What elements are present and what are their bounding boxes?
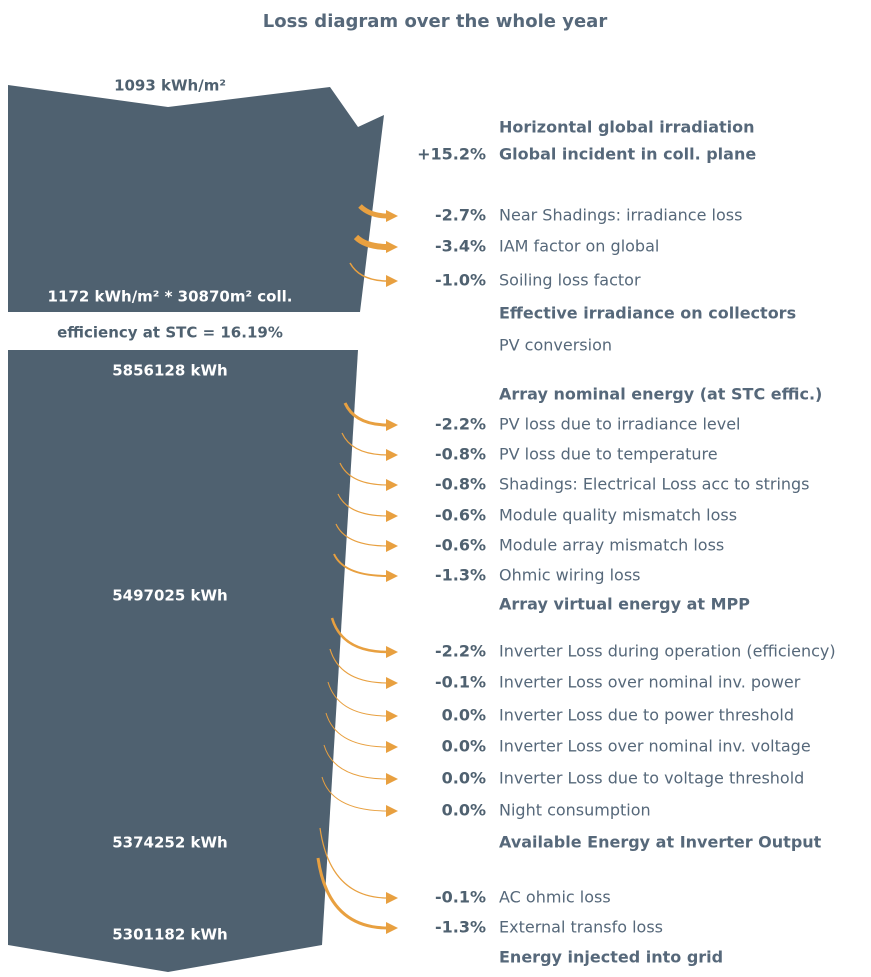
loss-percent: +15.2% xyxy=(417,145,486,164)
loss-arrow xyxy=(339,462,389,486)
flow-label: efficiency at STC = 16.19% xyxy=(57,324,283,342)
row-label: Available Energy at Inverter Output xyxy=(499,833,822,852)
row-label: Ohmic wiring loss xyxy=(499,566,641,585)
row-label: Array virtual energy at MPP xyxy=(499,595,750,614)
row-label: Effective irradiance on collectors xyxy=(499,304,796,323)
row-label: Inverter Loss over nominal inv. voltage xyxy=(499,737,811,756)
row-label: Module quality mismatch loss xyxy=(499,506,737,525)
arrow-head xyxy=(386,805,398,817)
row-label: Inverter Loss over nominal inv. power xyxy=(499,673,801,692)
arrow-head xyxy=(386,922,398,934)
row-label: Energy injected into grid xyxy=(499,948,723,967)
loss-percent: -0.6% xyxy=(435,536,486,555)
loss-arrow xyxy=(349,262,389,282)
arrow-head xyxy=(386,773,398,785)
row-label: PV loss due to irradiance level xyxy=(499,415,741,434)
row-label: Module array mismatch loss xyxy=(499,536,724,555)
loss-percent: -0.1% xyxy=(435,888,486,907)
row-label: External transfo loss xyxy=(499,918,663,937)
loss-arrow xyxy=(327,681,389,717)
flow-label: 5497025 kWh xyxy=(112,587,227,605)
arrow-head xyxy=(386,570,398,582)
loss-percent: -0.1% xyxy=(435,673,486,692)
loss-arrow xyxy=(329,648,389,684)
arrow-head xyxy=(386,449,398,461)
title: Loss diagram over the whole year xyxy=(263,11,608,32)
loss-percent: 0.0% xyxy=(442,737,486,756)
loss-percent: -0.6% xyxy=(435,506,486,525)
row-label: IAM factor on global xyxy=(499,237,659,256)
loss-arrow xyxy=(325,712,389,748)
arrow-head xyxy=(386,479,398,491)
row-label: Shadings: Electrical Loss acc to strings xyxy=(499,475,810,494)
row-label: Array nominal energy (at STC effic.) xyxy=(499,385,822,404)
arrow-head xyxy=(386,419,398,431)
loss-percent: -0.8% xyxy=(435,475,486,494)
loss-arrow xyxy=(335,523,389,547)
loss-arrow xyxy=(353,234,389,250)
loss-percent: -2.2% xyxy=(435,415,486,434)
row-label: Night consumption xyxy=(499,801,651,820)
loss-arrow xyxy=(337,493,389,517)
row-label: Global incident in coll. plane xyxy=(499,145,756,164)
row-label: Horizontal global irradiation xyxy=(499,118,755,137)
loss-arrow xyxy=(333,553,389,577)
loss-percent: -1.3% xyxy=(435,566,486,585)
flow-label: 5301182 kWh xyxy=(112,926,227,944)
flow-label: 1172 kWh/m² * 30870m² coll. xyxy=(48,288,293,306)
flow-block-bottom xyxy=(8,350,358,972)
arrow-head xyxy=(386,210,398,222)
loss-percent: 0.0% xyxy=(442,801,486,820)
arrow-head xyxy=(386,646,398,658)
arrow-head xyxy=(386,241,398,253)
row-label: Inverter Loss during operation (efficien… xyxy=(499,642,836,661)
loss-arrow xyxy=(330,617,389,654)
arrow-head xyxy=(386,510,398,522)
loss-percent: -2.2% xyxy=(435,642,486,661)
loss-percent: -2.7% xyxy=(435,206,486,225)
loss-percent: -1.3% xyxy=(435,918,486,937)
arrow-head xyxy=(386,892,398,904)
flow-label: 1093 kWh/m² xyxy=(114,77,226,95)
row-label: Inverter Loss due to voltage threshold xyxy=(499,769,804,788)
flow-block-top xyxy=(8,85,384,312)
arrow-head xyxy=(386,275,398,287)
loss-arrow xyxy=(358,204,389,219)
arrow-head xyxy=(386,540,398,552)
loss-arrow xyxy=(341,432,389,456)
loss-percent: 0.0% xyxy=(442,769,486,788)
loss-percent: -0.8% xyxy=(435,445,486,464)
row-label: AC ohmic loss xyxy=(499,888,611,907)
arrow-head xyxy=(386,710,398,722)
loss-arrow xyxy=(323,744,389,780)
row-label: PV loss due to temperature xyxy=(499,445,718,464)
row-label: Inverter Loss due to power threshold xyxy=(499,706,794,725)
loss-percent: 0.0% xyxy=(442,706,486,725)
loss-arrow xyxy=(319,827,389,899)
loss-arrow xyxy=(316,857,389,930)
flow-label: 5374252 kWh xyxy=(112,834,227,852)
loss-percent: -1.0% xyxy=(435,271,486,290)
row-label: Near Shadings: irradiance loss xyxy=(499,206,742,225)
row-label: Soiling loss factor xyxy=(499,271,641,290)
flow-label: 5856128 kWh xyxy=(112,362,227,380)
row-label: PV conversion xyxy=(499,336,612,355)
arrow-head xyxy=(386,677,398,689)
loss-arrow xyxy=(321,776,389,812)
loss-arrow xyxy=(343,402,389,427)
arrow-head xyxy=(386,741,398,753)
loss-percent: -3.4% xyxy=(435,237,486,256)
